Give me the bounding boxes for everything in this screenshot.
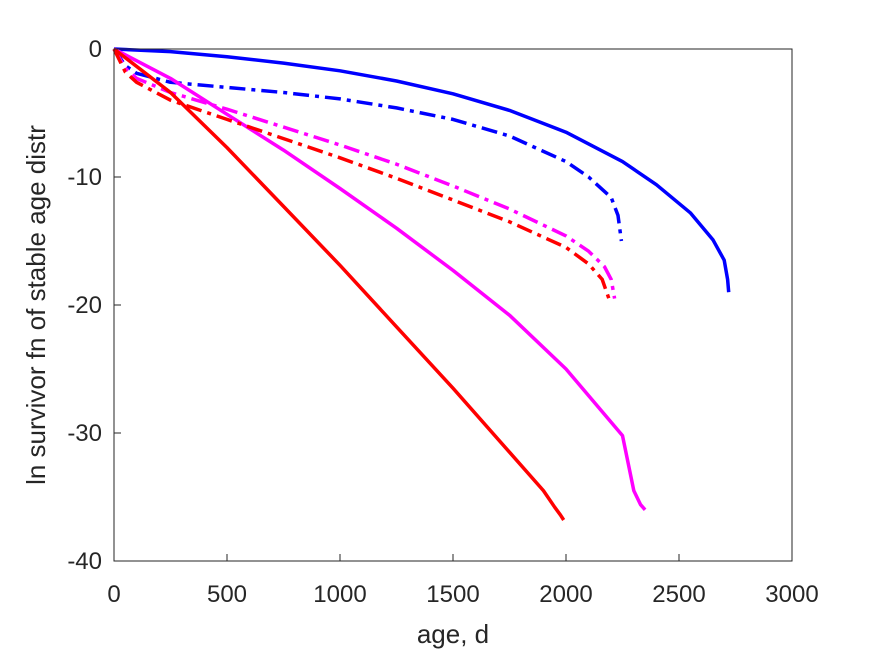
series-layer <box>112 47 731 521</box>
series-line-4 <box>112 48 617 299</box>
plot-frame <box>113 48 793 562</box>
series-line-6 <box>112 48 611 300</box>
x-tick-label: 3000 <box>765 581 818 608</box>
x-axis-label: age, d <box>417 619 489 649</box>
y-tick-label: -20 <box>67 292 102 319</box>
series-line-3 <box>113 47 647 511</box>
series-line-5 <box>112 47 566 521</box>
x-tick-label: 2500 <box>652 581 705 608</box>
x-tick-label: 0 <box>107 581 120 608</box>
x-tick-label: 1000 <box>313 581 366 608</box>
series-line-1 <box>113 47 731 293</box>
x-tick-label: 2000 <box>539 581 592 608</box>
tick-layer: 0 500 1000 1500 2000 2500 3000 0 -10 -20 -30 -40 <box>67 36 818 608</box>
plot-background <box>114 49 792 561</box>
y-tick-label: -10 <box>67 164 102 191</box>
x-tick-label: 500 <box>207 581 247 608</box>
x-tick-label: 1500 <box>426 581 479 608</box>
y-tick-label: 0 <box>89 36 102 63</box>
y-axis-label: ln survivor fn of stable age distr <box>21 125 51 485</box>
y-tick-label: -30 <box>67 420 102 447</box>
y-tick-label: -40 <box>67 548 102 575</box>
